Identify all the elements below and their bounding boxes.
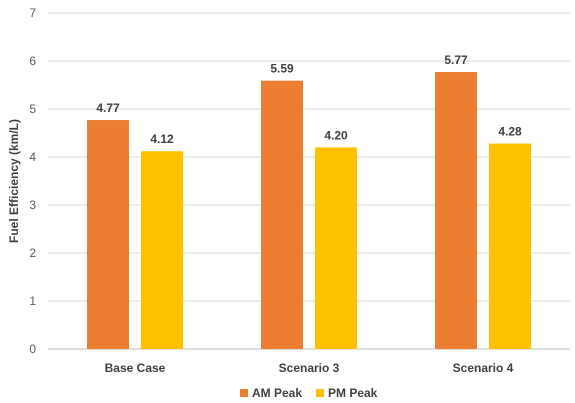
data-label: 4.28: [498, 125, 522, 139]
data-label: 4.77: [96, 101, 120, 115]
bar-am-peak: [261, 80, 303, 350]
data-labels: 4.77 4.12 5.59 4.20 5.77 4.28: [96, 53, 522, 146]
data-label: 4.20: [324, 128, 348, 142]
data-label: 5.77: [444, 53, 468, 67]
legend-label: PM Peak: [328, 386, 378, 400]
bars: [87, 72, 531, 350]
x-axis-categories: Base Case Scenario 3 Scenario 4: [105, 361, 514, 375]
legend-swatch: [316, 389, 324, 397]
bar-am-peak: [435, 72, 477, 349]
y-tick-label: 3: [29, 198, 36, 212]
x-category-label: Scenario 4: [453, 361, 514, 375]
gridlines: [48, 12, 570, 350]
bar-pm-peak: [315, 147, 357, 349]
y-tick-label: 0: [29, 342, 36, 356]
legend-swatch: [240, 389, 248, 397]
data-label: 5.59: [270, 62, 294, 76]
bar-am-peak: [87, 120, 129, 349]
y-axis-ticks: 0 1 2 3 4 5 6 7: [29, 6, 36, 356]
legend: AM Peak PM Peak: [240, 386, 378, 400]
x-category-label: Base Case: [105, 361, 166, 375]
bar-pm-peak: [489, 143, 531, 349]
legend-label: AM Peak: [252, 386, 302, 400]
y-tick-label: 1: [29, 294, 36, 308]
y-tick-label: 6: [29, 54, 36, 68]
x-category-label: Scenario 3: [279, 361, 340, 375]
y-tick-label: 7: [29, 6, 36, 20]
y-axis-title: Fuel Efficiency (km/L): [7, 119, 21, 243]
bar-pm-peak: [141, 151, 183, 349]
y-tick-label: 4: [29, 150, 36, 164]
y-tick-label: 5: [29, 102, 36, 116]
data-label: 4.12: [150, 132, 174, 146]
y-tick-label: 2: [29, 246, 36, 260]
